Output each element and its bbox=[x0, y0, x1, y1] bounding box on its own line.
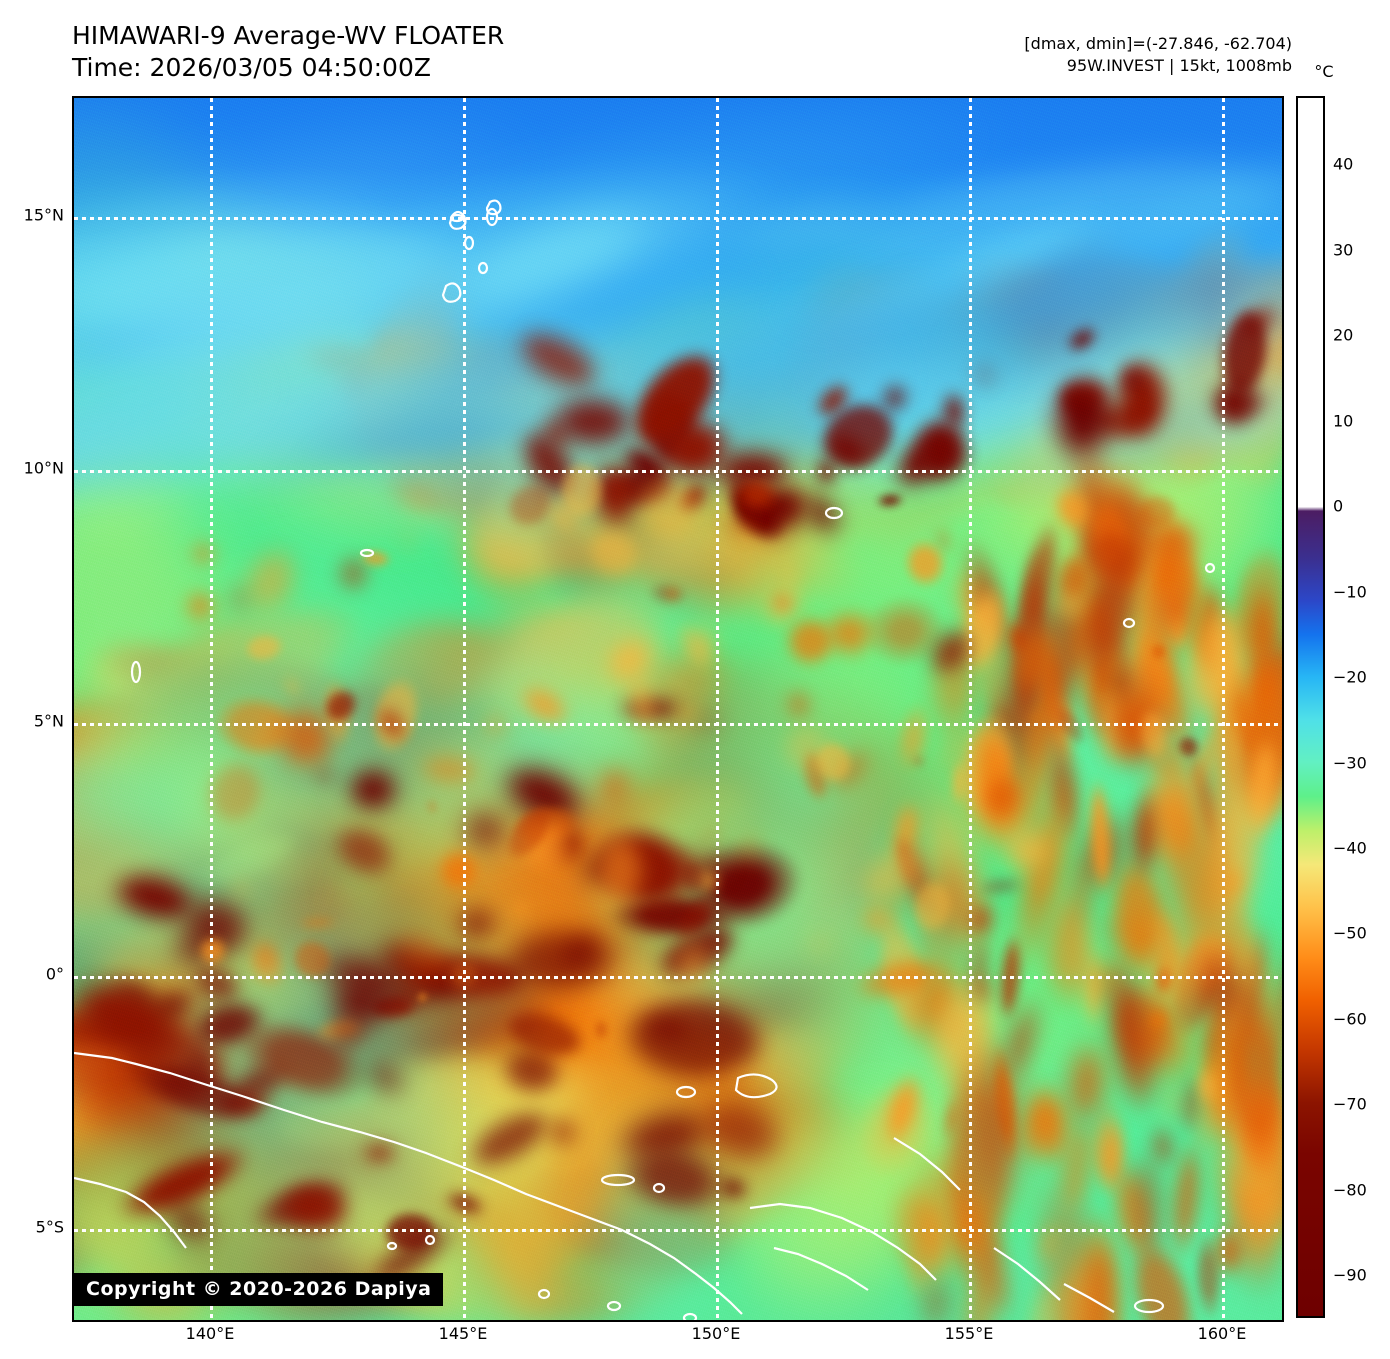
colorbar-gradient bbox=[1298, 98, 1323, 1316]
gridline-lat-0 bbox=[74, 976, 1282, 979]
satellite-image-panel[interactable]: Copyright © 2020-2026 Dapiya bbox=[72, 96, 1284, 1322]
gridline-lat-15n bbox=[74, 217, 1282, 220]
colorbar-tick-label: −60 bbox=[1333, 1009, 1367, 1029]
colorbar-tick-label: 30 bbox=[1333, 240, 1354, 260]
coastline-overlay bbox=[74, 98, 1282, 1320]
data-range-text: [dmax, dmin]=(-27.846, -62.704) bbox=[1024, 34, 1292, 53]
gridline-lat-10n bbox=[74, 470, 1282, 473]
colorbar[interactable] bbox=[1296, 96, 1325, 1318]
y-tick-label: 5°N bbox=[33, 711, 64, 731]
metadata-block: [dmax, dmin]=(-27.846, -62.704) 95W.INVE… bbox=[1024, 33, 1292, 77]
copyright-watermark: Copyright © 2020-2026 Dapiya bbox=[74, 1273, 444, 1306]
colorbar-tick-label: −90 bbox=[1333, 1265, 1367, 1285]
gridline-lon-140 bbox=[210, 98, 213, 1320]
x-tick-label: 155°E bbox=[944, 1324, 994, 1343]
y-tick-label: 15°N bbox=[23, 205, 64, 225]
colorbar-tick-label: −40 bbox=[1333, 838, 1367, 858]
gridline-lat-5n bbox=[74, 723, 1282, 726]
x-tick-label: 145°E bbox=[438, 1324, 488, 1343]
colorbar-tick-label: 20 bbox=[1333, 325, 1354, 345]
timestamp-line: Time: 2026/03/05 04:50:00Z bbox=[72, 53, 431, 82]
colorbar-tick-label: −30 bbox=[1333, 753, 1367, 773]
colorbar-tick-label: −70 bbox=[1333, 1094, 1367, 1114]
header-titles: HIMAWARI-9 Average-WV FLOATER Time: 2026… bbox=[72, 20, 504, 84]
gridline-lon-160 bbox=[1222, 98, 1225, 1320]
y-tick-label: 0° bbox=[45, 964, 64, 984]
colorbar-unit-label: °C bbox=[1314, 62, 1334, 81]
colorbar-tick-label: 10 bbox=[1333, 411, 1354, 431]
gridline-lat-5s bbox=[74, 1229, 1282, 1232]
x-tick-label: 160°E bbox=[1197, 1324, 1247, 1343]
texture-grain bbox=[74, 98, 1282, 1320]
x-tick-label: 150°E bbox=[691, 1324, 741, 1343]
x-tick-label: 140°E bbox=[185, 1324, 235, 1343]
colorbar-tick-label: 0 bbox=[1333, 496, 1344, 516]
colorbar-tick-label: −20 bbox=[1333, 667, 1367, 687]
satellite-raster: Copyright © 2020-2026 Dapiya bbox=[74, 98, 1282, 1320]
colorbar-tick-label: −50 bbox=[1333, 923, 1367, 943]
colorbar-tick-label: −10 bbox=[1333, 582, 1367, 602]
colorbar-tick-label: 40 bbox=[1333, 154, 1354, 174]
gridline-lon-150 bbox=[716, 98, 719, 1320]
gridline-lon-155 bbox=[969, 98, 972, 1320]
gridline-lon-145 bbox=[463, 98, 466, 1320]
y-tick-label: 10°N bbox=[23, 458, 64, 478]
storm-info-text: 95W.INVEST | 15kt, 1008mb bbox=[1066, 56, 1292, 75]
y-tick-label: 5°S bbox=[35, 1217, 64, 1237]
page-title: HIMAWARI-9 Average-WV FLOATER bbox=[72, 21, 505, 50]
colorbar-tick-label: −80 bbox=[1333, 1180, 1367, 1200]
